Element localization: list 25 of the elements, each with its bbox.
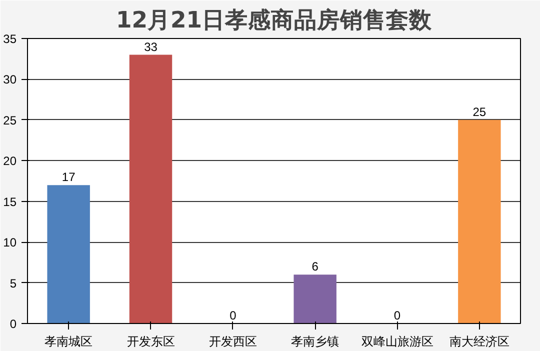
x-tick-label: 双峰山旅游区 bbox=[361, 334, 434, 348]
data-label: 25 bbox=[472, 104, 486, 119]
x-tick-label: 孝南乡镇 bbox=[291, 334, 340, 348]
x-tick-label: 孝南城区 bbox=[44, 334, 93, 348]
y-tick-label: 15 bbox=[3, 194, 17, 209]
data-label: 0 bbox=[394, 308, 401, 322]
y-tick-label: 35 bbox=[3, 32, 17, 46]
bar bbox=[129, 54, 172, 324]
bar bbox=[47, 185, 90, 324]
bar bbox=[294, 274, 336, 324]
x-tick-label: 开发东区 bbox=[126, 334, 175, 348]
x-tick-label: 南大经济区 bbox=[449, 334, 510, 348]
bar bbox=[458, 120, 501, 324]
y-tick-label: 25 bbox=[3, 113, 17, 128]
y-tick-label: 10 bbox=[3, 236, 17, 250]
data-label: 0 bbox=[230, 308, 237, 322]
y-tick-label: 0 bbox=[10, 317, 17, 331]
chart-title: 12月21日孝感商品房销售套数 bbox=[116, 6, 434, 34]
x-tick-label: 开发西区 bbox=[208, 334, 257, 348]
y-tick-label: 20 bbox=[3, 154, 17, 168]
data-label: 33 bbox=[144, 40, 158, 54]
data-label: 17 bbox=[62, 170, 76, 184]
y-tick-label: 5 bbox=[10, 276, 17, 290]
data-label: 6 bbox=[312, 260, 319, 274]
y-tick-label: 30 bbox=[3, 72, 17, 87]
